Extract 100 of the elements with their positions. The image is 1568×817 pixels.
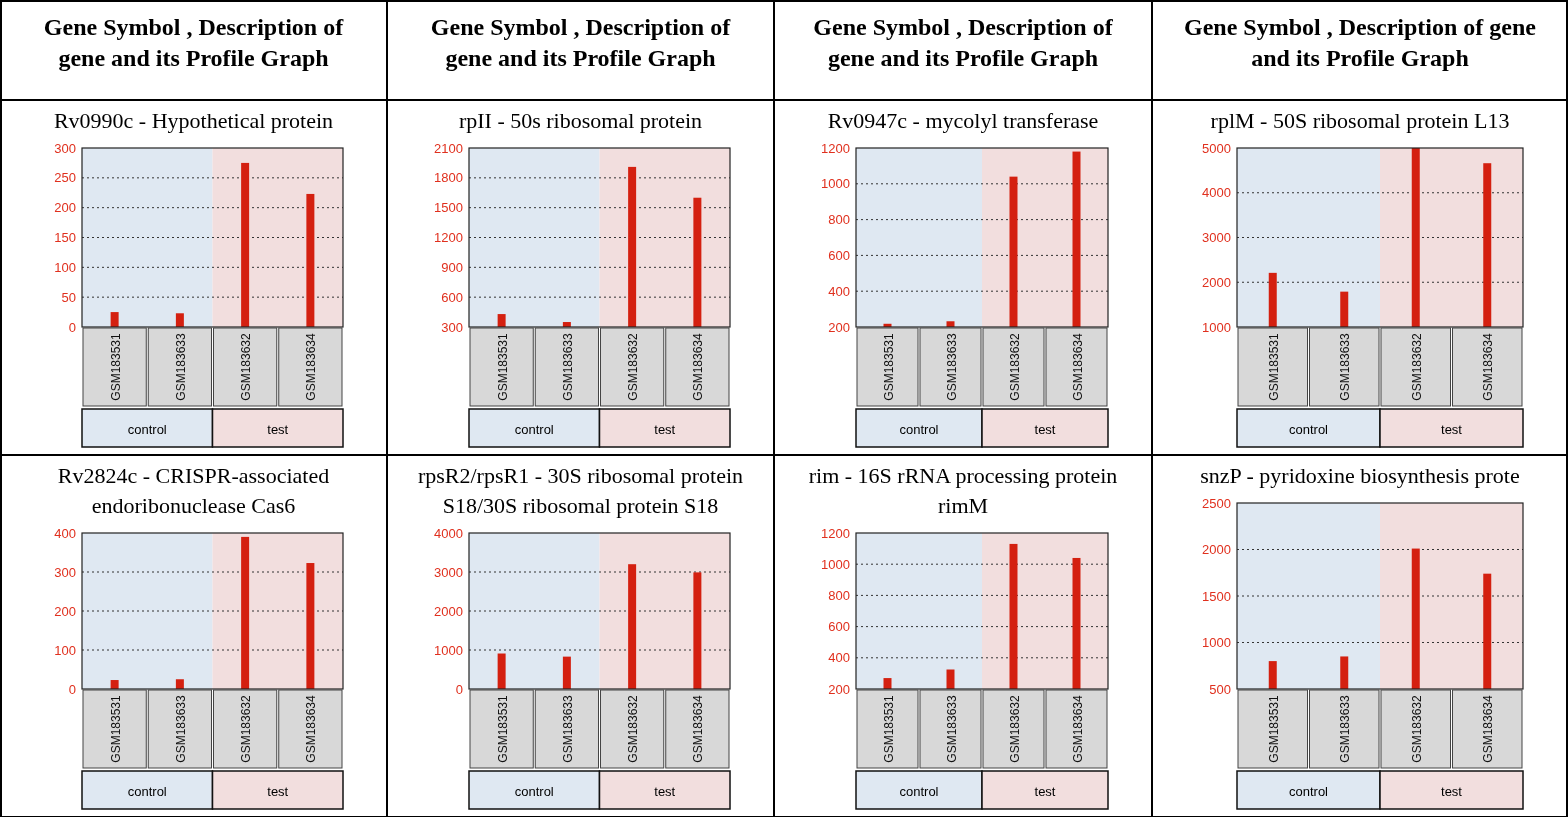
bar <box>562 656 571 689</box>
y-tick-label: 2500 <box>1202 495 1231 511</box>
y-tick-label: 1000 <box>1202 635 1231 651</box>
y-tick-label: 2100 <box>434 140 463 156</box>
x-tick-label: GSM183634 <box>691 332 706 401</box>
y-tick-label: 1500 <box>434 200 463 216</box>
y-tick-label: 300 <box>54 140 76 156</box>
text: Gene Symbol , Description of gene and its Profile Graph <box>43 14 345 71</box>
x-tick-label: GSM183632 <box>1007 332 1022 401</box>
chart-title: Rv0947c - mycolyl transferase <box>827 108 1099 133</box>
x-tick-label: GSM183531 <box>108 694 123 763</box>
y-tick-label: 1000 <box>434 642 463 658</box>
text: control <box>514 422 554 437</box>
bar <box>110 312 119 327</box>
bar <box>306 193 315 327</box>
y-tick-label: 200 <box>54 603 76 619</box>
y-tick-label: 800 <box>828 212 850 228</box>
chart-title: snzP - pyridoxine biosynthesis prote <box>1200 463 1520 488</box>
y-tick-label: 1000 <box>821 176 850 192</box>
text: Gene Symbol , Description of gene and its Profile Graph <box>1184 14 1537 71</box>
bar <box>175 679 184 689</box>
x-tick-label: GSM183632 <box>239 332 254 401</box>
y-tick-label: 1500 <box>1202 588 1231 604</box>
text: control <box>899 422 939 437</box>
y-tick-label: 4000 <box>1202 185 1231 201</box>
x-tick-label: GSM183633 <box>944 694 959 763</box>
y-tick-label: 0 <box>455 681 463 697</box>
y-tick-label: 5000 <box>1202 140 1231 156</box>
y-tick-label: 1800 <box>434 170 463 186</box>
text: test <box>1034 422 1056 437</box>
x-tick-label: GSM183633 <box>944 332 959 401</box>
y-tick-label: 600 <box>441 289 463 305</box>
y-tick-label: 600 <box>828 619 850 635</box>
text: test <box>654 784 676 799</box>
x-tick-label: GSM183634 <box>1481 694 1496 763</box>
y-tick-label: 400 <box>828 650 850 666</box>
x-tick-label: GSM183531 <box>495 694 510 763</box>
bar <box>306 563 315 689</box>
text: control <box>514 784 554 799</box>
text: control <box>1288 784 1329 799</box>
y-tick-label: 800 <box>828 587 850 603</box>
text: Gene Symbol , Description of gene and its Profile Graph <box>813 14 1114 71</box>
x-tick-label: GSM183634 <box>1070 332 1085 401</box>
bar <box>693 572 702 689</box>
text: test <box>1441 784 1463 799</box>
x-tick-label: GSM183633 <box>560 332 575 401</box>
text: control <box>127 784 167 799</box>
y-tick-label: 400 <box>828 283 850 299</box>
x-tick-label: GSM183632 <box>1007 694 1022 763</box>
x-tick-label: GSM183531 <box>495 332 510 401</box>
y-tick-label: 2000 <box>1202 542 1231 558</box>
y-tick-label: 0 <box>68 319 76 335</box>
y-tick-label: 200 <box>828 681 850 697</box>
y-tick-label: 1200 <box>821 140 850 156</box>
y-tick-label: 2000 <box>434 603 463 619</box>
bar <box>628 564 637 689</box>
text: test <box>267 784 289 799</box>
y-tick-label: 300 <box>54 564 76 580</box>
y-tick-label: 500 <box>1209 681 1231 697</box>
text: control <box>899 784 939 799</box>
x-tick-label: GSM183531 <box>1266 694 1281 763</box>
y-tick-label: 1000 <box>1202 319 1231 335</box>
y-tick-label: 100 <box>54 259 76 275</box>
x-tick-label: GSM183633 <box>1338 694 1353 763</box>
y-tick-label: 4000 <box>434 525 463 541</box>
x-tick-label: GSM183633 <box>173 332 188 401</box>
text: control <box>1288 422 1329 437</box>
x-tick-label: GSM183632 <box>239 694 254 763</box>
x-tick-label: GSM183531 <box>881 694 896 763</box>
y-tick-label: 300 <box>441 319 463 335</box>
y-tick-label: 100 <box>54 642 76 658</box>
x-tick-label: GSM183634 <box>1070 694 1085 763</box>
x-tick-label: GSM183634 <box>1481 332 1496 401</box>
text: test <box>267 422 289 437</box>
y-tick-label: 1200 <box>434 230 463 246</box>
bar <box>241 536 250 689</box>
text: test <box>654 422 676 437</box>
chart-title: Rv0990c - Hypothetical protein <box>53 108 334 133</box>
x-tick-label: GSM183632 <box>1409 332 1424 401</box>
y-tick-label: 1000 <box>821 556 850 572</box>
x-tick-label: GSM183634 <box>304 694 319 763</box>
x-tick-label: GSM183531 <box>881 332 896 401</box>
y-tick-label: 600 <box>828 247 850 263</box>
y-tick-label: 150 <box>54 230 76 246</box>
text: test <box>1034 784 1056 799</box>
y-tick-label: 0 <box>68 681 76 697</box>
y-tick-label: 2000 <box>1202 274 1231 290</box>
x-tick-label: GSM183531 <box>108 332 123 401</box>
x-tick-label: GSM183531 <box>1266 332 1281 401</box>
y-tick-label: 200 <box>828 319 850 335</box>
x-tick-label: GSM183634 <box>691 694 706 763</box>
x-tick-label: GSM183632 <box>1409 694 1424 763</box>
text: Gene Symbol , Description of gene and its Profile Graph <box>430 14 732 71</box>
x-tick-label: GSM183633 <box>560 694 575 763</box>
chart-title: rplM - 50S ribosomal protein L13 <box>1210 108 1510 133</box>
chart-title: Rv2824c - CRISPR-associated endoribonuclease Cas6 <box>57 463 330 518</box>
bar <box>175 313 184 327</box>
y-tick-label: 200 <box>54 200 76 216</box>
text: test <box>1441 422 1463 437</box>
y-tick-label: 50 <box>61 289 76 305</box>
